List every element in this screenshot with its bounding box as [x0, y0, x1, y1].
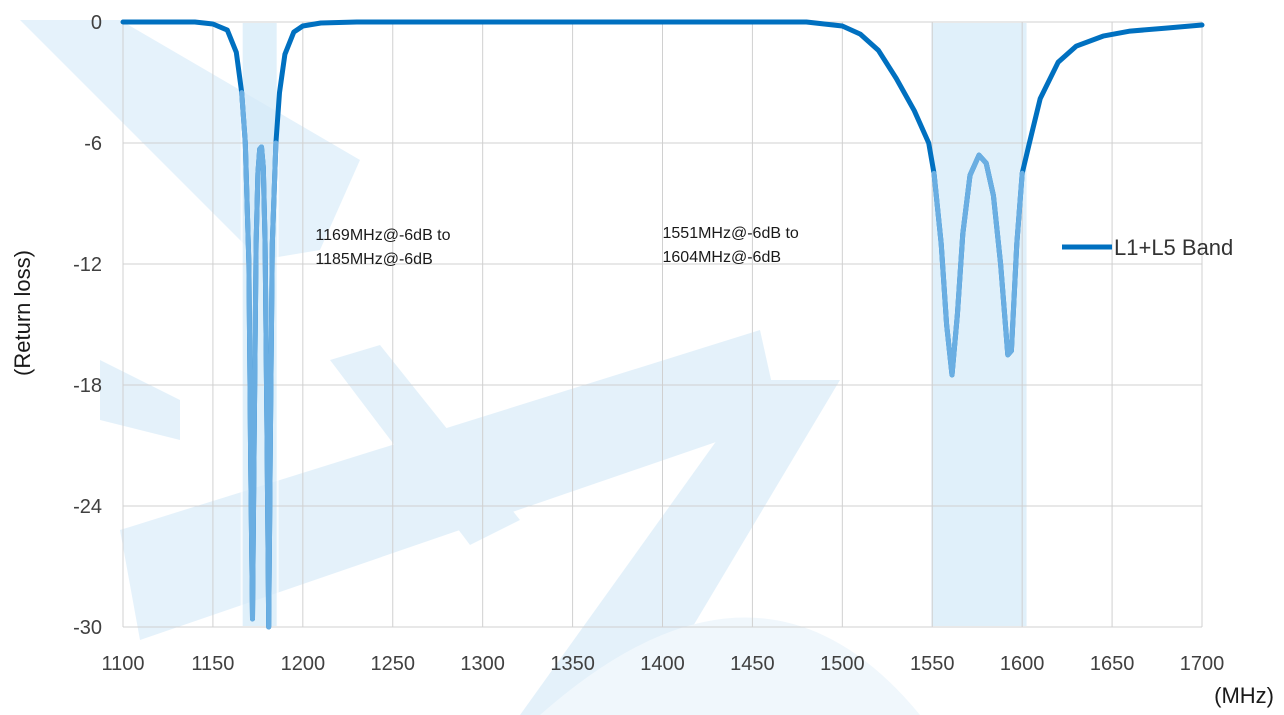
y-tick-label: -12: [73, 254, 102, 276]
x-tick-label: 1700: [1180, 653, 1225, 675]
series-band-segment-0: [239, 90, 279, 630]
x-tick-label: 1350: [550, 653, 595, 675]
x-tick-label: 1150: [191, 653, 234, 675]
annotation-0-line-0: 1169MHz@-6dB to: [315, 227, 450, 244]
x-tick-label: 1400: [640, 653, 685, 675]
y-tick-label: 0: [91, 12, 102, 34]
x-tick-label: 1300: [460, 653, 505, 675]
x-tick-label: 1200: [281, 653, 326, 675]
annotation-0-line-1: 1185MHz@-6dB: [315, 251, 432, 268]
x-tick-label: 1100: [101, 653, 144, 675]
y-axis-ticks: 0 -6 -12 -18 -24 -30: [73, 12, 102, 639]
annotations: 1169MHz@-6dB to 1185MHz@-6dB 1551MHz@-6dB …: [315, 225, 798, 268]
grid-lines: [122, 21, 1203, 628]
x-axis-title: (MHz): [1214, 683, 1274, 708]
annotation-1-line-0: 1551MHz@-6dB to: [663, 225, 799, 242]
x-tick-label: 1500: [820, 653, 865, 675]
y-tick-label: -30: [73, 617, 102, 639]
y-tick-label: -24: [73, 496, 102, 518]
annotation-1-line-1: 1604MHz@-6dB: [663, 249, 782, 266]
x-tick-label: 1550: [910, 653, 955, 675]
legend-label: L1+L5 Band: [1114, 235, 1233, 260]
legend: L1+L5 Band: [1062, 235, 1233, 260]
x-axis-ticks: 1100 1150 1200 1250 1300 1350 1400 1450 1500 1550…: [101, 653, 1224, 675]
series-band-segment-1: [931, 152, 1025, 378]
x-tick-label: 1650: [1090, 653, 1135, 675]
x-tick-label: 1250: [371, 653, 416, 675]
x-tick-label: 1600: [1000, 653, 1045, 675]
y-axis-title: (Return loss): [10, 250, 35, 376]
y-tick-label: -6: [84, 133, 102, 155]
watermark-logo: [20, 20, 920, 715]
y-tick-label: -18: [73, 375, 102, 397]
series-group: [120, 19, 1205, 630]
x-tick-label: 1450: [730, 653, 775, 675]
